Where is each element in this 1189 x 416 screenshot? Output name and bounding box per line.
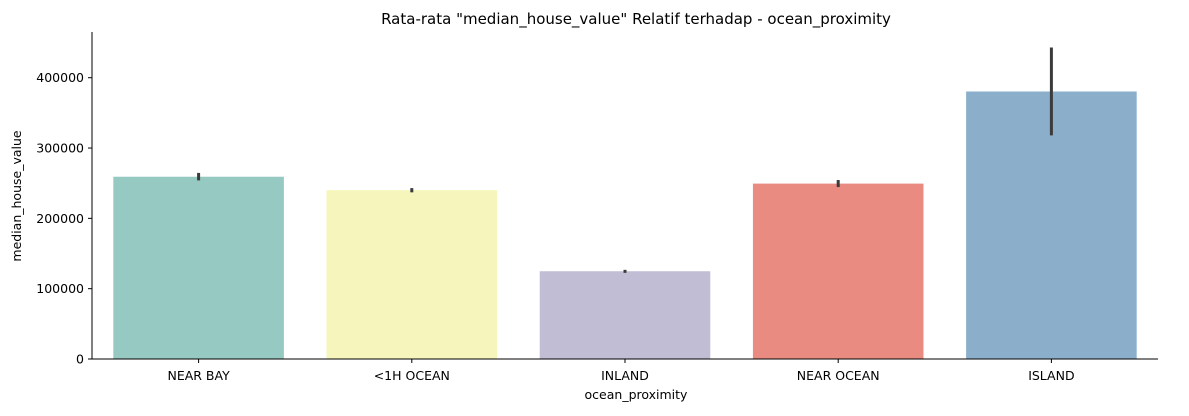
bar (752, 183, 924, 359)
x-tick-label: NEAR BAY (167, 368, 230, 383)
y-tick-label: 100000 (36, 281, 84, 296)
y-tick-label: 0 (76, 352, 84, 367)
x-tick-label: <1H OCEAN (374, 368, 450, 383)
y-axis: 0 100000 200000 300000 400000 (36, 32, 93, 367)
y-axis-label: median_house_value (9, 130, 24, 262)
bar (966, 91, 1137, 359)
bar (113, 176, 284, 359)
bar (326, 190, 498, 359)
y-tick-label: 400000 (36, 70, 84, 85)
x-axis: NEAR BAY <1H OCEAN INLAND NEAR OCEAN ISLAND (92, 358, 1158, 383)
y-tick-label: 200000 (36, 211, 84, 226)
x-tick-label: NEAR OCEAN (797, 368, 880, 383)
bars-group (113, 91, 1137, 359)
error-bars-group (197, 47, 1053, 273)
y-tick-label: 300000 (36, 141, 84, 156)
x-tick-label: INLAND (601, 368, 649, 383)
bar (539, 271, 711, 359)
x-axis-label: ocean_proximity (585, 387, 689, 402)
chart-title: Rata-rata "median_house_value" Relatif t… (381, 10, 891, 29)
x-tick-label: ISLAND (1028, 368, 1074, 383)
